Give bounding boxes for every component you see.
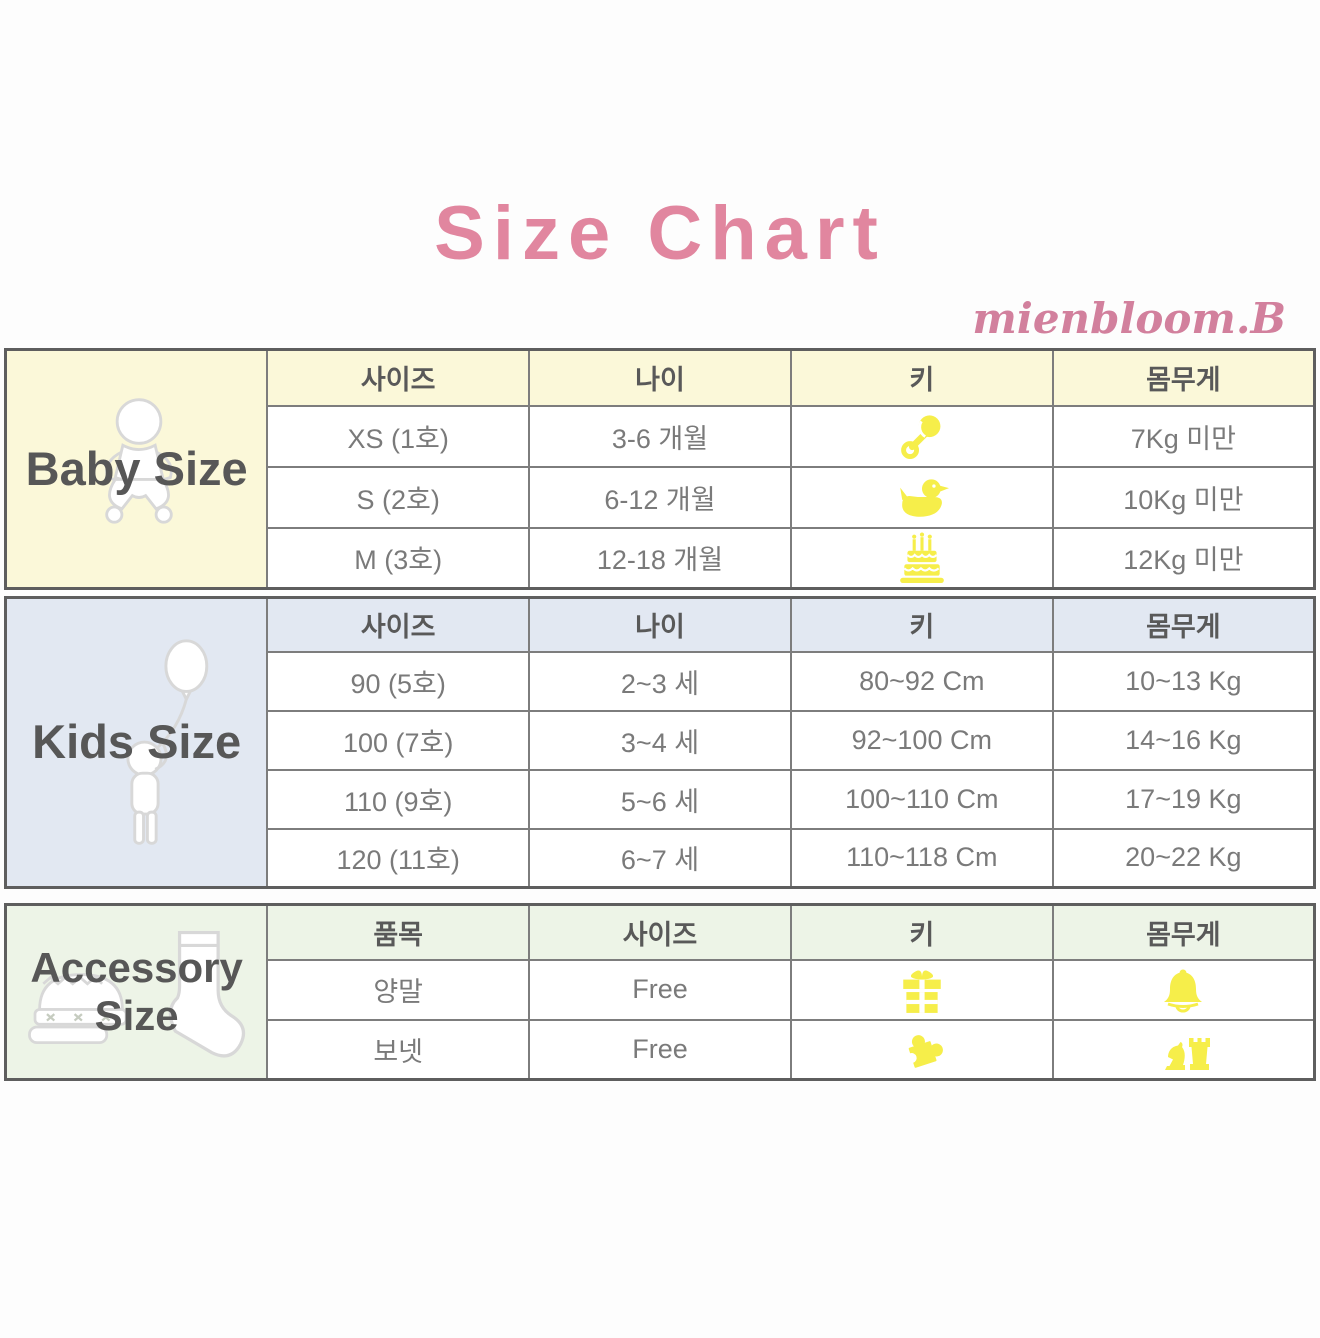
accessory-size-table: Accessory Size 품목 사이즈 키 몸무게 양말 Free [4,903,1316,1081]
item-cell: 보넷 [266,1018,531,1081]
baby-icon [7,352,265,587]
size-cell: Free [528,1018,792,1081]
weight-cell [1051,958,1316,1021]
height-cell [789,958,1054,1021]
item-cell: 양말 [266,958,531,1021]
size-cell: S (2호) [266,465,531,529]
beanie-icon [28,973,128,1045]
weight-cell: 12Kg 미만 [1051,526,1316,590]
column-header: 사이즈 [266,348,531,407]
height-cell [789,1018,1054,1081]
size-cell: XS (1호) [266,404,531,468]
column-header: 사이즈 [528,903,792,961]
chess-icon [1054,1024,1313,1074]
gift-icon [792,965,1052,1015]
table-row: 110 (9호) 5~6 세 100~110 Cm 17~19 Kg [6,768,1316,830]
duck-icon [792,474,1052,520]
weight-cell: 14~16 Kg [1051,709,1316,771]
column-header: 몸무게 [1051,903,1316,961]
size-cell: Free [528,958,792,1021]
cake-icon [792,532,1052,584]
age-cell: 12-18 개월 [528,526,792,590]
table-row: 보넷 Free [6,1018,1316,1081]
accessory-label-art [7,907,265,1078]
size-cell: 90 (5호) [266,650,531,712]
column-header: 몸무게 [1051,596,1316,653]
height-cell: 80~92 Cm [789,650,1054,712]
bell-icon [1054,966,1313,1014]
kids-size-table: Kids Size 사이즈 나이 키 몸무게 90 (5호) 2~3 세 80~… [4,596,1316,889]
section-label-accessory: Accessory Size [30,943,243,1039]
height-cell [789,404,1054,468]
weight-cell: 20~22 Kg [1051,827,1316,889]
table-row: 100 (7호) 3~4 세 92~100 Cm 14~16 Kg [6,709,1316,771]
column-header: 사이즈 [266,596,531,653]
kid-balloon-icon [7,600,265,886]
table-row: M (3호) 12-18 개월 [6,526,1316,590]
baby-size-label-cell: Baby Size [4,348,269,590]
height-cell [789,465,1054,529]
age-cell: 2~3 세 [528,650,792,712]
size-cell: 120 (11호) [266,827,531,889]
column-header: 품목 [266,903,531,961]
kids-size-label-cell: Kids Size [4,596,269,889]
weight-cell: 10~13 Kg [1051,650,1316,712]
age-cell: 6~7 세 [528,827,792,889]
table-row: XS (1호) 3-6 개월 7Kg 미만 [6,404,1316,468]
height-cell [789,526,1054,590]
page-title: Size Chart [434,191,886,276]
size-cell: 110 (9호) [266,768,531,830]
column-header: 나이 [528,596,792,653]
table-row: 120 (11호) 6~7 세 110~118 Cm 20~22 Kg [6,827,1316,889]
age-cell: 6-12 개월 [528,465,792,529]
height-cell: 92~100 Cm [789,709,1054,771]
column-header: 나이 [528,348,792,407]
age-cell: 3~4 세 [528,709,792,771]
table-row: S (2호) 6-12 개월 [6,465,1316,529]
puzzle-icon [792,1024,1052,1074]
age-cell: 3-6 개월 [528,404,792,468]
weight-cell: 10Kg 미만 [1051,465,1316,529]
weight-cell: 17~19 Kg [1051,768,1316,830]
size-cell: M (3호) [266,526,531,590]
section-label-baby: Baby Size [25,441,248,495]
column-header: 키 [789,348,1054,407]
table-row: 90 (5호) 2~3 세 80~92 Cm 10~13 Kg [6,650,1316,712]
brand-watermark: mienbloom.B [972,294,1286,343]
size-tables: Baby Size 사이즈 나이 키 몸무게 XS (1호) 3-6 개월 [4,348,1316,1081]
accessory-size-label-cell: Accessory Size [4,903,269,1081]
column-header: 키 [789,903,1054,961]
column-header: 몸무게 [1051,348,1316,407]
weight-cell: 7Kg 미만 [1051,404,1316,468]
table-row: 양말 Free [6,958,1316,1021]
baby-size-table: Baby Size 사이즈 나이 키 몸무게 XS (1호) 3-6 개월 [4,348,1316,590]
section-label-kids: Kids Size [32,715,242,769]
size-cell: 100 (7호) [266,709,531,771]
height-cell: 110~118 Cm [789,827,1054,889]
column-header: 키 [789,596,1054,653]
height-cell: 100~110 Cm [789,768,1054,830]
sock-icon [168,930,246,1058]
weight-cell [1051,1018,1316,1081]
rattle-icon [792,410,1052,462]
age-cell: 5~6 세 [528,768,792,830]
